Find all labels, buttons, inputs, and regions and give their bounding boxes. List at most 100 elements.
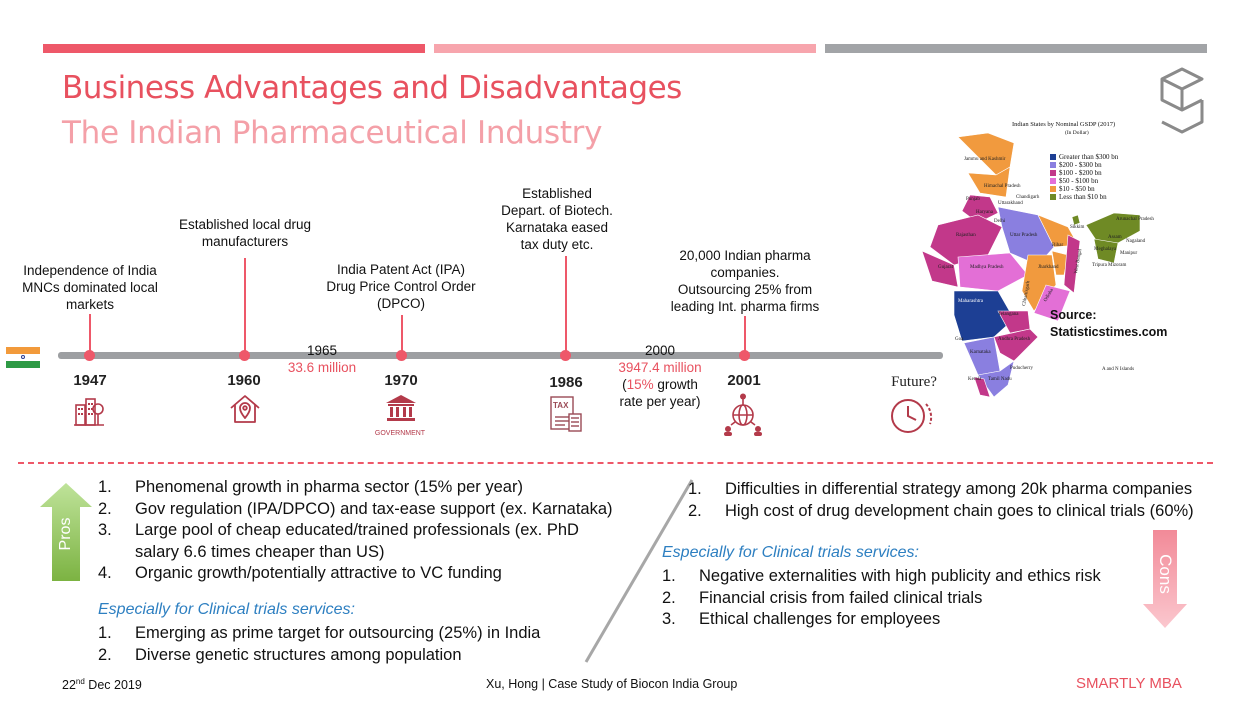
note-1965-value: 33.6 million [287, 360, 357, 375]
event-1947-text: Independence of India MNCs dominated loc… [22, 263, 158, 312]
map-legend: Greater than $300 bn $200 - $300 bn $100… [1050, 153, 1118, 201]
year-1986: 1986 [549, 374, 583, 391]
event-1960-text: Established local drug manufacturers [178, 217, 312, 249]
cons-list: 1. Difficulties in differential strategy … [688, 479, 1244, 522]
map-label-tamil-nadu: Tamil Nadu [988, 377, 1012, 382]
legend-swatch [1050, 186, 1056, 192]
legend-item: Greater than $300 bn [1050, 153, 1118, 161]
pros-special-list: 1. Emerging as prime target for outsourci… [98, 623, 598, 666]
map-label-andaman: A and N Islands [1102, 367, 1135, 372]
cons-label: Cons [1156, 554, 1175, 594]
page-title: Business Advantages and Disadvantages [62, 70, 682, 106]
cons-arrow [1143, 530, 1187, 628]
map-label-delhi: Delhi [994, 219, 1006, 224]
map-label-andhra: Andhra Pradesh [998, 337, 1031, 342]
map-label-madhya-pradesh: Madhya Pradesh [970, 265, 1004, 270]
timeline-dot-1986 [560, 350, 571, 361]
list-item: 2. High cost of drug development chain go… [688, 501, 1194, 520]
footer-center: Xu, Hong | Case Study of Biocon India Gr… [486, 677, 738, 691]
india-flag-icon [6, 347, 40, 368]
map-label-tripura: Tripura [1092, 263, 1107, 268]
map-label-sikkim: Sikkim [1070, 225, 1085, 230]
top-bar-pink [434, 44, 816, 53]
map-label-nagaland: Nagaland [1126, 239, 1146, 244]
timeline-connector-1960 [244, 258, 246, 352]
timeline-dot-2001 [739, 350, 750, 361]
map-label-maharashtra: Maharashtra [958, 299, 983, 304]
timeline-dot-1970 [396, 350, 407, 361]
legend-swatch [1050, 170, 1056, 176]
year-2001: 2001 [727, 372, 761, 389]
legend-swatch [1050, 154, 1056, 160]
map-source-site: Statisticstimes.com [1050, 325, 1168, 339]
top-bar-red [43, 44, 425, 53]
india-states-shape [921, 132, 1141, 398]
note-1965: 1965 33.6 million [272, 342, 372, 376]
map-label-karnataka: Karnataka [970, 350, 991, 355]
city-buildings-icon [74, 398, 104, 426]
note-2000-year: 2000 [644, 343, 676, 358]
government-icon-caption: GOVERNMENT [374, 430, 426, 437]
section-divider [18, 462, 1213, 464]
map-label-jammu: Jammu and Kashmir [964, 157, 1006, 162]
list-item: 1. Difficulties in differential strategy … [688, 480, 1193, 498]
page-subtitle: The Indian Pharmaceutical Industry [62, 115, 603, 151]
timeline-connector-1986 [565, 256, 567, 352]
legend-item: $200 - $300 bn [1050, 161, 1118, 169]
event-1970-text: India Patent Act (IPA) Drug Price Contro… [326, 262, 476, 311]
event-1986-text: Established Depart. of Biotech. Karnatak… [501, 186, 613, 252]
year-1960: 1960 [227, 372, 261, 389]
timeline-axis [58, 352, 943, 359]
list-item: 1. Phenomenal growth in pharma sector (15… [98, 478, 523, 496]
list-item: 4. Organic growth/potentially attractive … [98, 564, 502, 582]
home-location-icon [230, 395, 260, 423]
government-building-icon [386, 395, 416, 421]
map-source: Source: Statisticstimes.com [1050, 307, 1167, 341]
tax-document-icon [550, 396, 582, 432]
list-item: 3. Large pool of cheap educated/trained p… [98, 521, 579, 561]
map-subtitle: (In Dollar) [1065, 130, 1089, 136]
legend-item: $10 - $50 bn [1050, 185, 1118, 193]
map-label-haryana: Haryana [976, 210, 993, 215]
pros-cons-divider [584, 479, 694, 663]
year-1947: 1947 [73, 372, 107, 389]
note-2000: 2000 3947.4 million (15% growth rate per… [604, 342, 716, 410]
note-2000-growth-line2: rate per year) [619, 394, 701, 409]
timeline-connector-2001 [744, 316, 746, 352]
map-label-telangana: Telangana [998, 312, 1019, 317]
pros-label: Pros [57, 517, 74, 551]
list-item: 1. Negative externalities with high publi… [662, 567, 1101, 585]
list-item: 1. Emerging as prime target for outsourci… [98, 624, 541, 642]
map-label-jharkhand: Jharkhand [1038, 265, 1059, 270]
clock-icon [891, 399, 933, 433]
map-label-gujarat: Gujarat [938, 265, 953, 270]
year-1970: 1970 [384, 372, 418, 389]
map-label-uttarakhand: Uttarakhand [998, 201, 1023, 206]
map-label-puducherry: Puducherry [1010, 366, 1034, 371]
note-2000-growth: (15% growth [622, 377, 698, 392]
map-label-chandigarh: Chandigarh [1016, 195, 1040, 200]
pros-arrow [40, 483, 92, 581]
map-label-uttar-pradesh: Uttar Pradesh [1010, 233, 1038, 238]
timeline-connector-1947 [89, 314, 91, 352]
pros-list: 1. Phenomenal growth in pharma sector (15… [98, 477, 678, 585]
map-label-arunachal: Arunachal Pradesh [1116, 217, 1154, 222]
timeline-connector-1970 [401, 315, 403, 352]
map-label-punjab: Punjab [966, 197, 980, 202]
map-label-manipur: Manipur [1120, 251, 1138, 256]
map-label-assam: Assam [1108, 235, 1122, 240]
legend-item: $100 - $200 bn [1050, 169, 1118, 177]
note-2000-value: 3947.4 million [618, 360, 702, 375]
footer-date: 22nd Dec 2019 [62, 677, 142, 693]
list-item: 2. Gov regulation (IPA/DPCO) and tax-ease… [98, 499, 613, 518]
map-label-kerala: Kerala [968, 377, 982, 382]
india-map: Indian States by Nominal GSDP (2017) (In… [918, 115, 1188, 400]
timeline-dot-1960 [239, 350, 250, 361]
timeline-dot-1947 [84, 350, 95, 361]
map-label-himachal: Himachal Pradesh [984, 184, 1021, 189]
event-2001-text: 20,000 Indian pharma companies. Outsourc… [670, 248, 820, 314]
cons-special-list: 1. Negative externalities with high publi… [662, 566, 1142, 631]
global-network-icon [724, 393, 762, 436]
map-title: Indian States by Nominal GSDP (2017) [1012, 121, 1116, 128]
cons-special-heading: Especially for Clinical trials services: [662, 544, 919, 561]
